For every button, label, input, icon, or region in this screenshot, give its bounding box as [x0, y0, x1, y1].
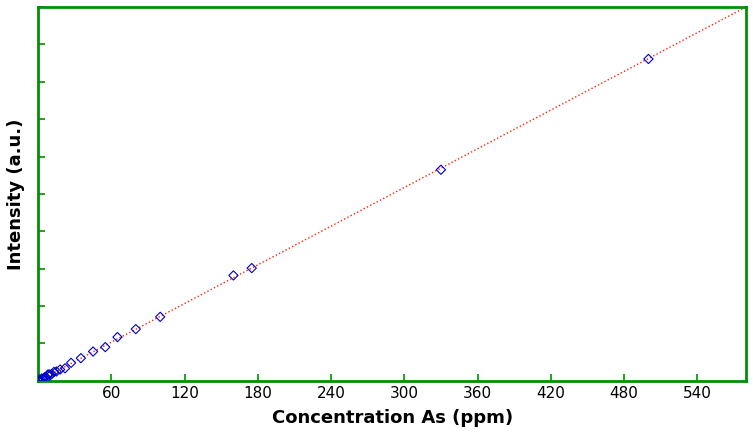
Point — [99, 344, 111, 351]
Point — [43, 371, 55, 378]
Point — [227, 272, 239, 279]
Point — [44, 372, 56, 378]
Point — [642, 56, 654, 62]
Point — [33, 377, 45, 384]
Point — [54, 366, 66, 373]
Point — [39, 374, 51, 381]
Point — [154, 313, 166, 320]
Point — [41, 375, 53, 382]
Point — [36, 375, 48, 382]
Point — [59, 365, 71, 372]
Y-axis label: Intensity (a.u.): Intensity (a.u.) — [7, 118, 25, 270]
Point — [42, 371, 54, 378]
Point — [35, 376, 47, 383]
Point — [65, 359, 77, 366]
Point — [48, 368, 60, 375]
Point — [245, 265, 258, 272]
Point — [111, 334, 123, 341]
Point — [87, 348, 99, 355]
Point — [32, 375, 44, 382]
Point — [75, 355, 87, 362]
Point — [435, 166, 447, 173]
Point — [45, 371, 57, 378]
X-axis label: Concentration As (ppm): Concentration As (ppm) — [272, 409, 513, 427]
Point — [37, 376, 49, 383]
Point — [38, 374, 50, 381]
Point — [130, 326, 142, 332]
Point — [50, 368, 62, 375]
